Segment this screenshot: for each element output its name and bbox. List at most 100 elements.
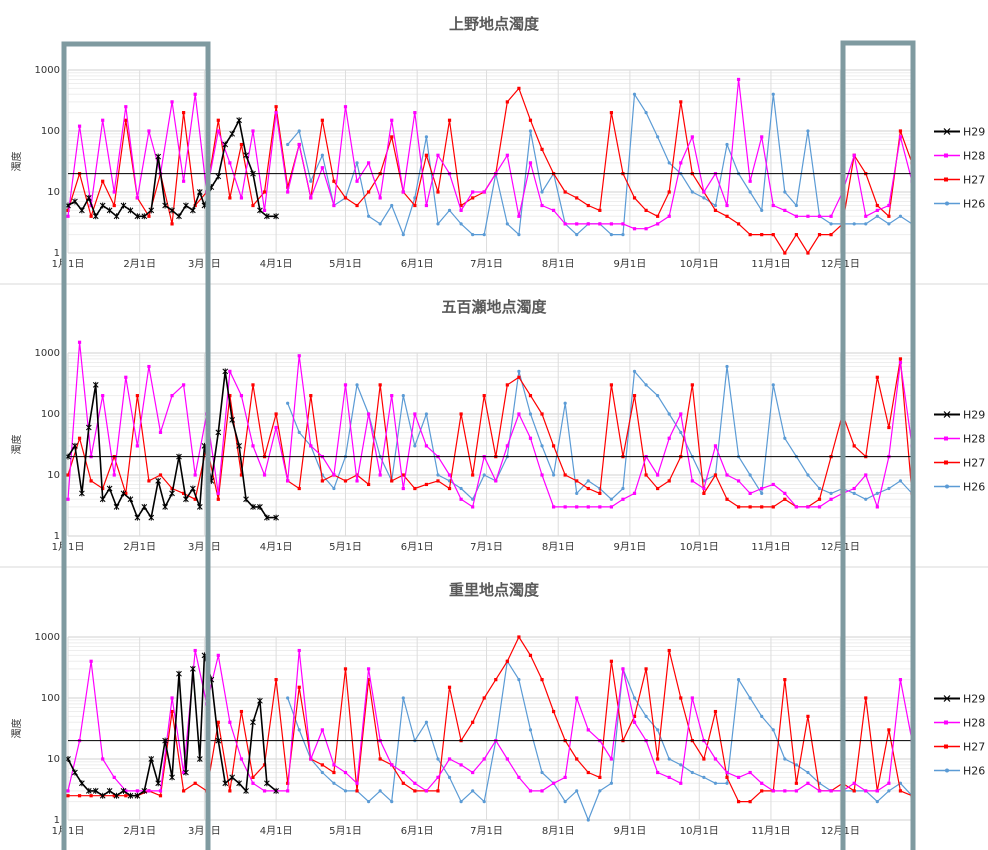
data-point-h27 xyxy=(598,208,602,212)
data-point-h28 xyxy=(390,394,394,398)
data-point-h29 xyxy=(85,424,92,431)
data-point-h27 xyxy=(563,190,567,194)
data-point-h26 xyxy=(632,369,637,373)
data-point-h28 xyxy=(89,659,93,663)
data-point-h29 xyxy=(120,490,127,497)
data-point-h27 xyxy=(771,233,775,237)
data-point-h26 xyxy=(713,781,718,785)
data-point-h27 xyxy=(343,479,348,483)
data-point-h27 xyxy=(656,486,660,491)
x-tick-label: 6月1日 xyxy=(401,541,434,553)
data-point-h27 xyxy=(251,383,255,387)
data-point-h26 xyxy=(887,222,891,226)
data-point-h26 xyxy=(887,486,891,491)
data-point-h27 xyxy=(66,208,70,212)
x-tick-label: 1月1日 xyxy=(52,541,85,553)
data-point-h29 xyxy=(236,442,242,449)
data-point-h26 xyxy=(667,412,671,416)
data-point-h27 xyxy=(286,185,290,189)
data-point-h27 xyxy=(783,251,787,255)
data-point-h27 xyxy=(320,118,324,122)
data-point-h26 xyxy=(609,781,613,785)
data-point-h27 xyxy=(517,375,521,379)
data-point-h26 xyxy=(332,486,336,491)
data-point-h26 xyxy=(725,781,729,785)
data-point-h26 xyxy=(817,486,822,491)
data-point-h27 xyxy=(736,222,741,226)
legend-label-h28: H28 xyxy=(963,433,985,446)
data-point-h27 xyxy=(528,118,533,122)
data-point-h26 xyxy=(505,222,509,226)
data-point-h29 xyxy=(79,490,85,497)
data-point-h26 xyxy=(436,757,440,761)
data-point-h29 xyxy=(250,503,256,510)
data-point-h27 xyxy=(471,196,475,200)
data-point-h28 xyxy=(505,444,509,448)
data-point-h29 xyxy=(162,202,168,209)
data-point-h27 xyxy=(286,781,290,785)
data-point-h27 xyxy=(182,789,186,793)
legend-marker xyxy=(944,436,948,441)
data-point-h26 xyxy=(286,142,290,147)
data-point-h27 xyxy=(297,486,301,491)
data-point-h27 xyxy=(401,473,405,477)
legend-label-h26: H26 xyxy=(963,481,985,494)
data-point-h28 xyxy=(667,775,671,779)
x-tick-label: 12月1日 xyxy=(821,825,860,837)
data-point-h28 xyxy=(424,444,429,448)
data-point-h26 xyxy=(679,430,683,434)
data-point-h27 xyxy=(702,491,706,495)
data-point-h26 xyxy=(471,497,475,501)
data-point-h26 xyxy=(806,770,810,775)
data-point-h27 xyxy=(124,491,128,495)
data-point-h28 xyxy=(413,781,417,785)
data-point-h27 xyxy=(667,479,671,483)
chart-title: 上野地点濁度 xyxy=(449,15,540,33)
data-point-h28 xyxy=(817,505,822,509)
legend-marker xyxy=(943,695,951,702)
data-point-h28 xyxy=(690,696,694,700)
data-point-h27 xyxy=(77,436,82,440)
data-point-h26 xyxy=(378,222,382,226)
legend-label-h27: H27 xyxy=(963,741,985,754)
data-point-h26 xyxy=(875,214,879,218)
data-point-h28 xyxy=(378,196,382,200)
data-point-h28 xyxy=(424,789,429,793)
data-point-h27 xyxy=(736,505,741,509)
data-point-h26 xyxy=(725,364,729,369)
data-point-h26 xyxy=(575,491,579,495)
data-point-h27 xyxy=(864,696,868,700)
data-point-h27 xyxy=(528,653,533,657)
data-point-h28 xyxy=(424,203,429,208)
x-tick-label: 7月1日 xyxy=(470,258,503,270)
data-point-h27 xyxy=(89,479,93,483)
data-point-h29 xyxy=(169,207,175,214)
data-point-h27 xyxy=(852,444,856,448)
data-point-h27 xyxy=(875,203,879,208)
data-point-h29 xyxy=(257,207,263,214)
x-tick-label: 4月1日 xyxy=(260,541,293,553)
data-point-h28 xyxy=(343,383,348,387)
data-point-h28 xyxy=(367,667,371,671)
data-point-h26 xyxy=(551,473,556,477)
data-point-h28 xyxy=(390,763,394,767)
x-tick-label: 7月1日 xyxy=(470,541,503,553)
data-point-h28 xyxy=(297,142,301,147)
data-point-h27 xyxy=(101,179,105,183)
data-point-h26 xyxy=(829,491,833,495)
data-point-h27 xyxy=(517,635,521,639)
data-point-h26 xyxy=(609,233,613,237)
data-point-h27 xyxy=(170,709,174,714)
data-point-h29 xyxy=(155,153,162,160)
legend-label-h26: H26 xyxy=(963,198,985,211)
data-point-h26 xyxy=(898,479,903,483)
legend-marker xyxy=(945,768,949,773)
data-point-h27 xyxy=(575,479,579,483)
data-point-h27 xyxy=(644,473,648,477)
x-tick-label: 5月1日 xyxy=(329,825,362,837)
data-point-h29 xyxy=(120,202,127,209)
data-point-h28 xyxy=(771,203,775,208)
legend-marker xyxy=(943,128,951,135)
data-point-h28 xyxy=(852,153,856,157)
data-point-h28 xyxy=(401,486,405,491)
